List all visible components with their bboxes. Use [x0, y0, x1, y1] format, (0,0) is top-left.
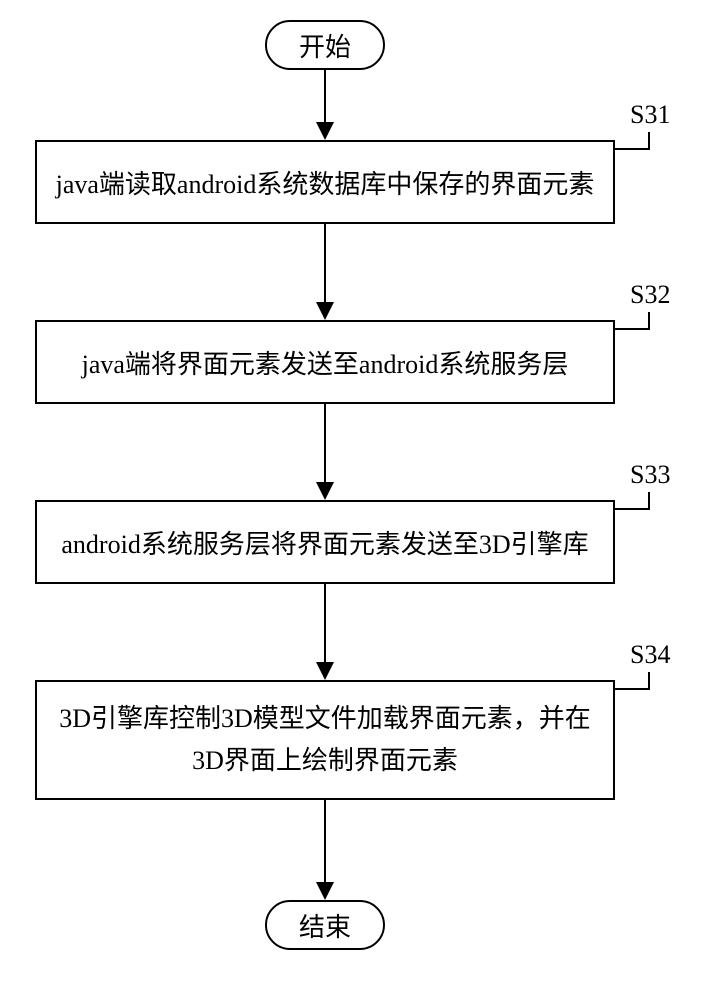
- label-s33: S33: [630, 460, 670, 490]
- end-text: 结束: [299, 907, 351, 944]
- s34-text: 3D引擎库控制3D模型文件加载界面元素，并在 3D界面上绘制界面元素: [59, 698, 591, 781]
- leader-s31-h: [615, 148, 650, 150]
- leader-s33-h: [615, 508, 650, 510]
- process-s31: java端读取android系统数据库中保存的界面元素: [35, 140, 615, 224]
- arrow-4: [324, 584, 326, 662]
- start-text: 开始: [299, 27, 351, 64]
- leader-s32-h: [615, 328, 650, 330]
- label-s34: S34: [630, 640, 670, 670]
- flow-end: 结束: [265, 900, 385, 950]
- label-s32: S32: [630, 280, 670, 310]
- arrow-5-head: [316, 882, 334, 900]
- process-s32: java端将界面元素发送至android系统服务层: [35, 320, 615, 404]
- s32-text: java端将界面元素发送至android系统服务层: [82, 344, 569, 381]
- arrow-3-head: [316, 482, 334, 500]
- arrow-1: [324, 70, 326, 122]
- leader-s34-h: [615, 688, 650, 690]
- leader-s31-v: [648, 132, 650, 150]
- leader-s34-v: [648, 672, 650, 690]
- flow-start: 开始: [265, 20, 385, 70]
- process-s34: 3D引擎库控制3D模型文件加载界面元素，并在 3D界面上绘制界面元素: [35, 680, 615, 800]
- arrow-5: [324, 800, 326, 882]
- s33-text: android系统服务层将界面元素发送至3D引擎库: [61, 524, 588, 561]
- leader-s32-v: [648, 312, 650, 330]
- process-s33: android系统服务层将界面元素发送至3D引擎库: [35, 500, 615, 584]
- arrow-2-head: [316, 302, 334, 320]
- arrow-3: [324, 404, 326, 482]
- arrow-4-head: [316, 662, 334, 680]
- arrow-2: [324, 224, 326, 302]
- s31-text: java端读取android系统数据库中保存的界面元素: [56, 164, 595, 201]
- label-s31: S31: [630, 100, 670, 130]
- leader-s33-v: [648, 492, 650, 510]
- arrow-1-head: [316, 122, 334, 140]
